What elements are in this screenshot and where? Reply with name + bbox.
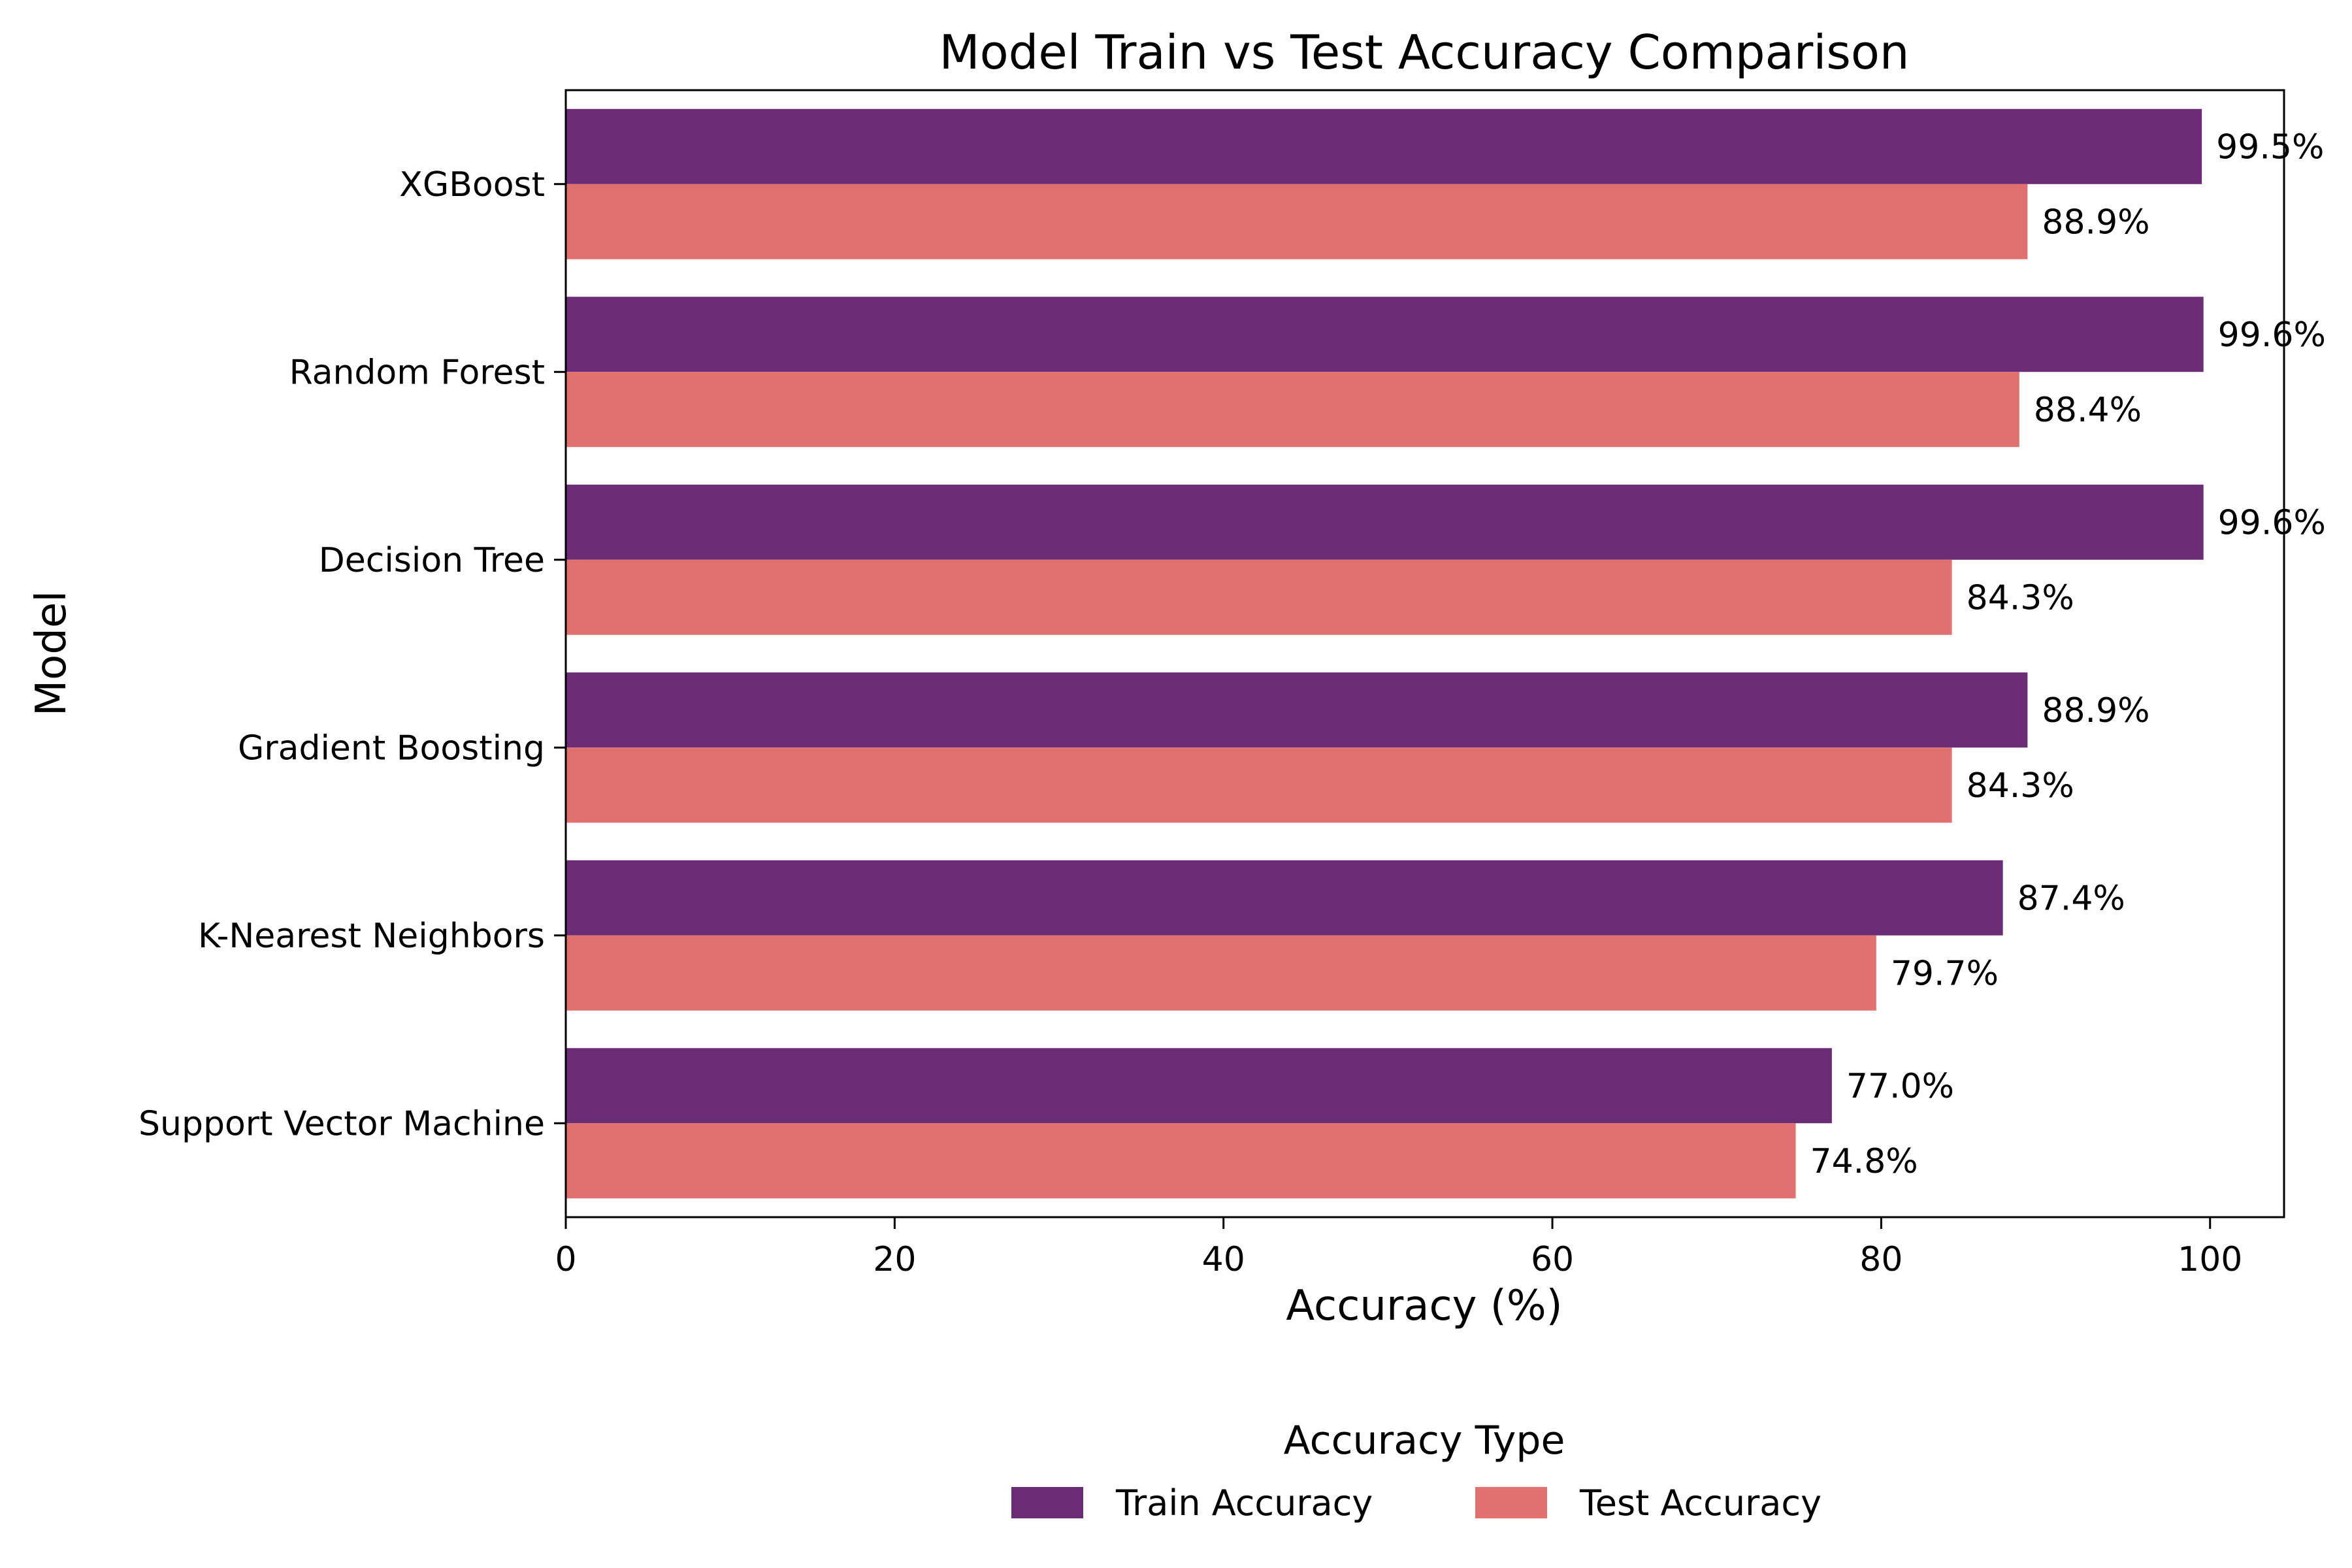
data-label-train-3: 88.9%	[2042, 691, 2149, 730]
x-tick-label: 80	[1859, 1240, 1903, 1279]
legend-item-test: Test Accuracy	[1475, 1482, 1821, 1524]
y-tick-label: XGBoost	[399, 165, 545, 204]
legend-swatch	[1475, 1487, 1547, 1518]
legend-swatch	[1011, 1487, 1083, 1518]
bar-test-4	[566, 935, 1876, 1011]
legend-title: Accuracy Type	[1284, 1418, 1565, 1463]
bar-test-3	[566, 747, 1952, 823]
data-label-train-0: 99.5%	[2216, 127, 2324, 167]
bar-train-1	[566, 297, 2204, 372]
bar-test-0	[566, 184, 2028, 259]
data-label-test-2: 84.3%	[1967, 578, 2074, 617]
legend-items: Train Accuracy Test Accuracy	[1011, 1482, 1821, 1524]
legend-item-train: Train Accuracy	[1011, 1482, 1373, 1524]
y-axis-label: Model	[27, 591, 76, 716]
legend-label: Test Accuracy	[1579, 1482, 1821, 1524]
bar-test-5	[566, 1123, 1796, 1199]
data-label-test-0: 88.9%	[2042, 203, 2149, 242]
data-label-test-1: 88.4%	[2034, 391, 2142, 430]
x-tick-label: 100	[2178, 1240, 2242, 1279]
bar-train-5	[566, 1048, 1832, 1124]
y-tick-label: Support Vector Machine	[139, 1104, 545, 1143]
legend-label: Train Accuracy	[1115, 1482, 1373, 1524]
bar-test-2	[566, 559, 1952, 635]
bar-train-4	[566, 860, 2003, 936]
x-tick-label: 40	[1202, 1240, 1245, 1279]
y-axis: XGBoost Random Forest Decision Tree Gradien…	[139, 165, 566, 1143]
bar-train-0	[566, 108, 2202, 184]
data-label-train-2: 99.6%	[2218, 503, 2326, 542]
x-tick-label: 0	[555, 1240, 576, 1279]
bar-train-2	[566, 484, 2204, 560]
legend: Accuracy Type Train Accuracy Test Accurac…	[1011, 1418, 1821, 1524]
data-label-test-5: 74.8%	[1810, 1142, 1918, 1181]
y-tick-label: Random Forest	[289, 353, 545, 392]
x-axis: 0 20 40 60 80 100	[555, 1217, 2242, 1279]
data-labels-layer: 99.5% 88.9% 99.6% 88.4% 99.6% 84.3% 88.9% 84.3%…	[1810, 127, 2326, 1181]
data-label-test-4: 79.7%	[1891, 954, 1999, 993]
plot-frame	[564, 89, 2285, 1218]
x-tick-label: 60	[1531, 1240, 1574, 1279]
x-tick-label: 20	[873, 1240, 916, 1279]
y-tick-label: Decision Tree	[319, 541, 545, 580]
chart-title: Model Train vs Test Accuracy Comparison	[939, 25, 1909, 80]
x-axis-label: Accuracy (%)	[1286, 1282, 1562, 1330]
bars-layer	[566, 108, 2204, 1199]
bar-train-3	[566, 672, 2028, 748]
data-label-train-1: 99.6%	[2218, 316, 2326, 355]
y-tick-label: K-Nearest Neighbors	[198, 917, 545, 956]
bar-test-1	[566, 372, 2019, 448]
data-label-test-3: 84.3%	[1967, 766, 2074, 806]
data-label-train-5: 77.0%	[1846, 1067, 1954, 1106]
data-label-train-4: 87.4%	[2017, 879, 2125, 918]
y-tick-label: Gradient Boosting	[238, 728, 545, 768]
